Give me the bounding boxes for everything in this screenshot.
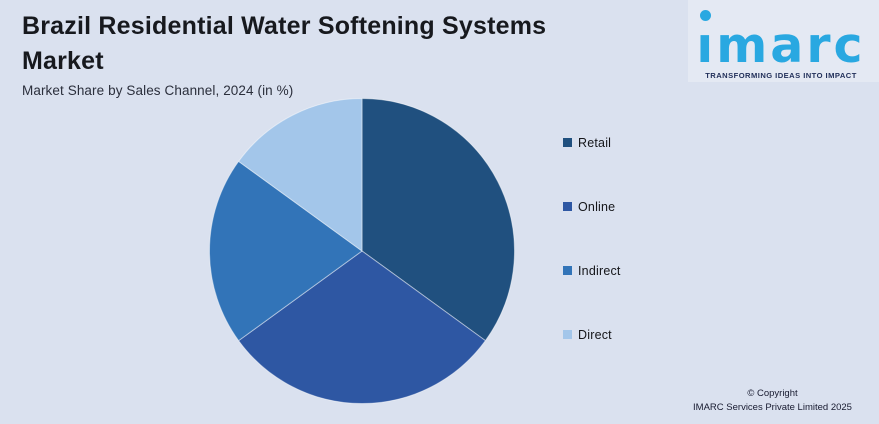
legend: Retail Online Indirect Direct (563, 135, 621, 342)
legend-swatch-online (563, 202, 572, 211)
pie-slice-direct (238, 98, 363, 252)
pie-slice-retail (361, 98, 515, 342)
legend-swatch-direct (563, 330, 572, 339)
pie-chart (209, 98, 515, 405)
copyright: © Copyright IMARC Services Private Limit… (675, 387, 870, 416)
legend-label-indirect: Indirect (578, 263, 621, 278)
page-subtitle: Market Share by Sales Channel, 2024 (in … (22, 83, 294, 98)
legend-item-retail: Retail (563, 135, 621, 150)
logo-i-dot-icon (700, 10, 712, 21)
logo-tagline: TRANSFORMING IDEAS INTO IMPACT (705, 71, 857, 80)
pie-chart-container (206, 95, 518, 407)
legend-label-retail: Retail (578, 135, 612, 150)
copyright-line1: © Copyright (747, 387, 798, 399)
header: Brazil Residential Water Softening Syste… (22, 9, 562, 98)
copyright-line2: IMARC Services Private Limited 2025 (693, 401, 852, 413)
legend-label-direct: Direct (578, 327, 612, 342)
legend-label-online: Online (578, 199, 616, 214)
imarc-logo: ımarc TRANSFORMING IDEAS INTO IMPACT (691, 4, 871, 80)
legend-swatch-retail (563, 138, 572, 147)
legend-swatch-indirect (563, 266, 572, 275)
pie-slice-online (238, 250, 486, 405)
legend-item-online: Online (563, 199, 621, 214)
pie-slice-indirect (209, 160, 363, 342)
legend-item-indirect: Indirect (563, 263, 621, 278)
legend-item-direct: Direct (563, 327, 621, 342)
logo-text: ımarc (696, 17, 866, 74)
page-title: Brazil Residential Water Softening Syste… (22, 12, 547, 75)
imarc-wordmark: ımarc (696, 10, 865, 70)
logo-background-panel (688, 0, 879, 82)
